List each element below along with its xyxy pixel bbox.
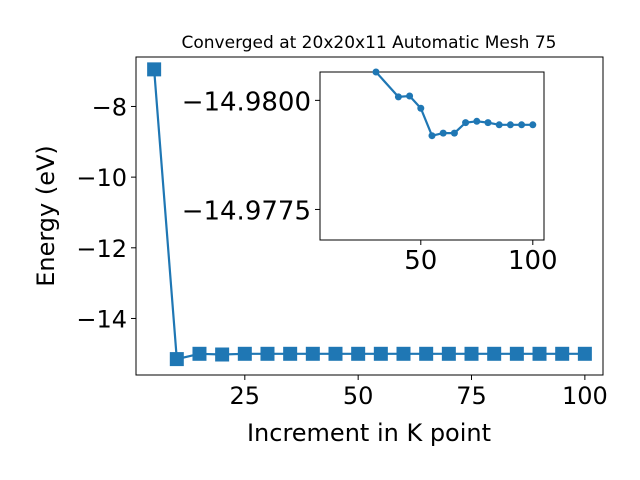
- inset-y-tick-label: −14.9800: [182, 87, 311, 117]
- main-x-axis: 25 50 75 100: [230, 375, 608, 410]
- main-data-point: [169, 352, 184, 367]
- main-y-axis: −8 −10 −12 −14: [76, 93, 136, 333]
- inset-data-point: [473, 117, 481, 125]
- inset-data-point: [372, 68, 380, 76]
- main-data-point: [260, 346, 275, 361]
- main-data-point: [396, 346, 411, 361]
- main-data-point: [577, 346, 592, 361]
- inset-data-point: [506, 121, 514, 129]
- main-data-point: [532, 346, 547, 361]
- main-data-point: [509, 346, 524, 361]
- main-x-tick-label: 25: [230, 382, 261, 410]
- main-data-point: [192, 346, 207, 361]
- main-x-tick-label: 75: [456, 382, 487, 410]
- main-x-tick-label: 50: [343, 382, 374, 410]
- inset-data-point: [428, 132, 436, 140]
- inset-data-point: [529, 121, 537, 129]
- inset-x-axis: 50 100: [404, 240, 558, 276]
- inset-data-point: [439, 129, 447, 137]
- main-data-point: [419, 346, 434, 361]
- chart-title: Converged at 20x20x11 Automatic Mesh 75: [182, 33, 557, 53]
- main-series: [147, 62, 592, 367]
- inset-data-point: [518, 121, 526, 129]
- inset-data-point: [394, 93, 402, 101]
- y-axis-label: Energy (eV): [32, 145, 60, 287]
- inset-data-point: [417, 104, 425, 112]
- main-x-tick-label: 100: [562, 382, 608, 410]
- main-data-point: [215, 347, 230, 362]
- inset-y-axis: −14.9800 −14.9775: [182, 87, 320, 226]
- inset-series: [372, 68, 537, 140]
- inset-plot-frame: [319, 71, 545, 241]
- x-axis-label: Increment in K point: [247, 419, 491, 447]
- inset-y-tick-label: −14.9775: [182, 196, 311, 226]
- main-data-point: [328, 346, 343, 361]
- main-data-point: [305, 346, 320, 361]
- main-y-tick-label: −10: [76, 164, 127, 192]
- main-data-point: [283, 346, 298, 361]
- inset-x-tick-label: 50: [404, 246, 437, 276]
- main-y-tick-label: −12: [76, 235, 127, 263]
- inset-data-point: [406, 92, 414, 100]
- main-y-tick-label: −8: [92, 93, 127, 121]
- main-y-tick-label: −14: [76, 305, 127, 333]
- inset-data-point: [462, 119, 470, 127]
- main-data-point: [147, 62, 162, 77]
- main-data-point: [464, 346, 479, 361]
- main-data-point: [441, 346, 456, 361]
- inset-x-tick-label: 100: [508, 246, 558, 276]
- main-data-point: [351, 346, 366, 361]
- inset-data-point: [484, 119, 492, 127]
- main-data-point: [373, 346, 388, 361]
- main-data-point: [555, 346, 570, 361]
- inset-data-point: [495, 121, 503, 129]
- main-data-point: [487, 346, 502, 361]
- inset-data-point: [450, 129, 458, 137]
- main-data-point: [237, 346, 252, 361]
